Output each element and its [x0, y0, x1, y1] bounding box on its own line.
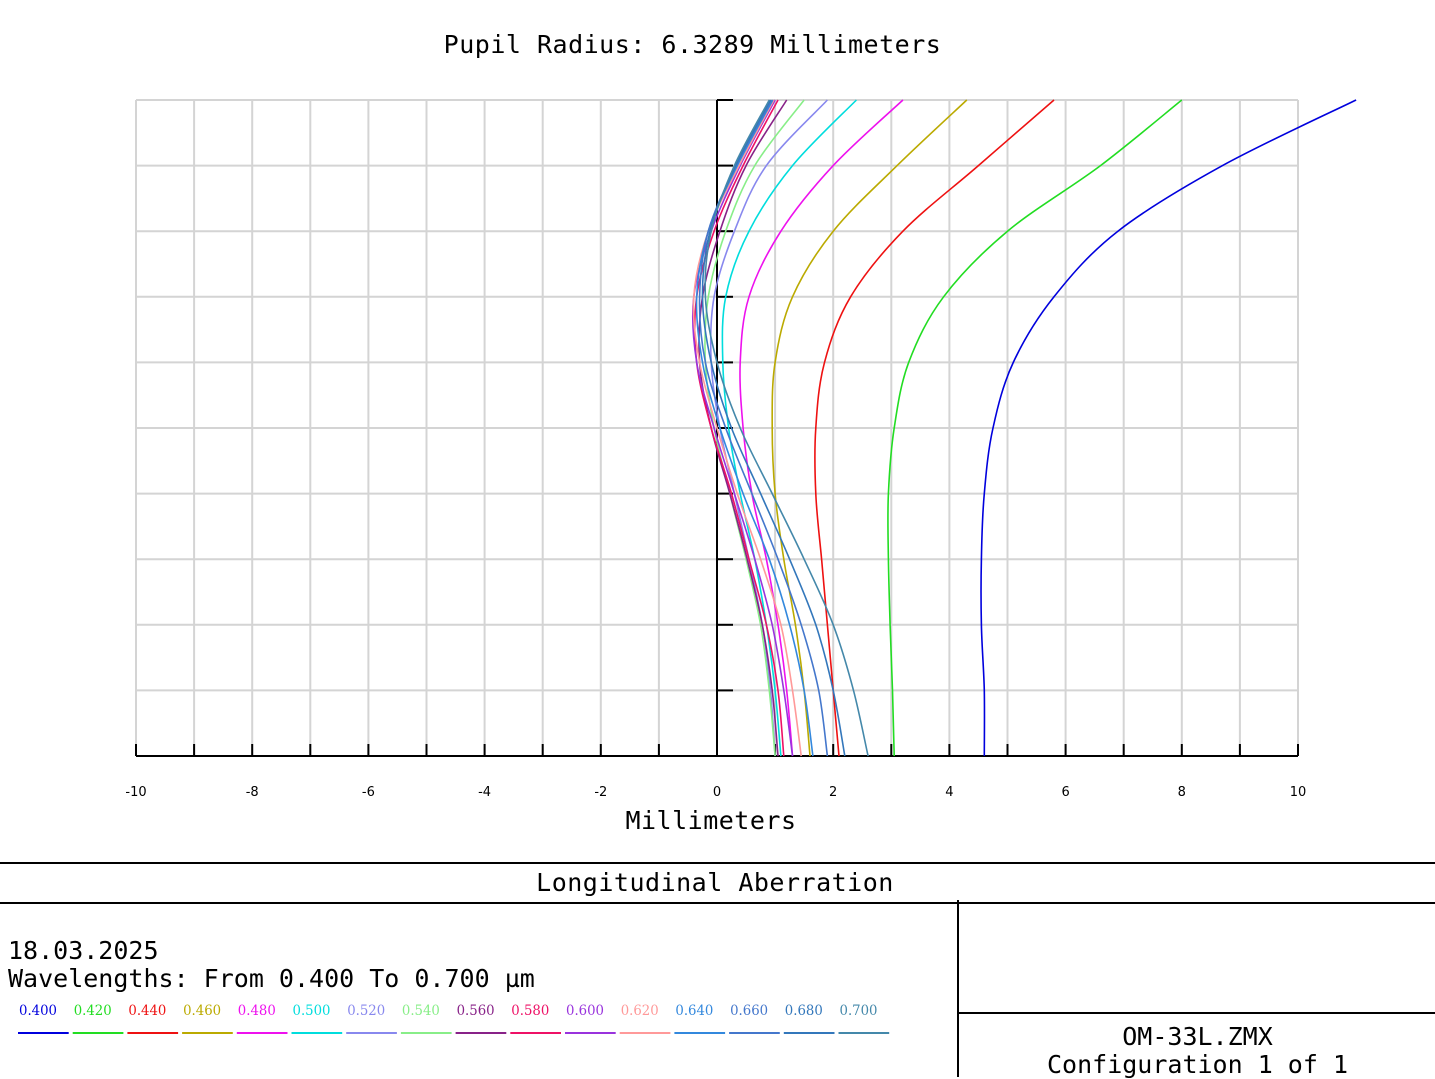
x-tick-label: -6 [362, 785, 375, 800]
x-tick-label: -4 [478, 785, 491, 800]
legend: 0.400 0.420 0.440 0.460 0.480 0.500 0.520 0.540… [18, 1003, 890, 1034]
x-tick-label: 8 [1178, 785, 1186, 800]
series-line-0.460 [771, 99, 968, 757]
series-line-0.420 [887, 99, 1183, 757]
legend-label: 0.680 [785, 1003, 823, 1019]
x-tick-label: -8 [246, 785, 259, 800]
legend-label: 0.560 [457, 1003, 495, 1019]
legend-label: 0.700 [840, 1003, 878, 1019]
x-tick-label: -10 [125, 785, 146, 800]
series-line-0.500 [721, 99, 857, 757]
x-tick-label: -2 [594, 785, 607, 800]
x-tick-label: 2 [829, 785, 837, 800]
x-tick-label: 6 [1061, 785, 1069, 800]
series-line-0.600 [691, 99, 794, 757]
series-layer [691, 99, 1357, 757]
legend-label: 0.620 [621, 1003, 659, 1019]
legend-label: 0.400 [19, 1003, 57, 1019]
legend-label: 0.460 [183, 1003, 221, 1019]
panel-divider-horizontal [957, 1012, 1435, 1014]
series-line-0.400 [980, 99, 1357, 757]
panel-divider-vertical [957, 900, 959, 1077]
x-tick-label: 10 [1290, 785, 1307, 800]
legend-label: 0.580 [511, 1003, 549, 1019]
series-line-0.480 [739, 99, 904, 757]
legend-label: 0.420 [74, 1003, 112, 1019]
legend-label: 0.520 [347, 1003, 385, 1019]
x-tick-label: 4 [945, 785, 953, 800]
legend-label: 0.660 [730, 1003, 768, 1019]
legend-label: 0.500 [293, 1003, 331, 1019]
wavelength-range: Wavelengths: From 0.400 To 0.700 µm [8, 964, 535, 993]
chart-title: Pupil Radius: 6.3289 Millimeters [443, 30, 942, 59]
file-name: OM-33L.ZMX [1122, 1022, 1273, 1051]
series-line-0.660 [698, 99, 829, 757]
series-line-0.700 [704, 99, 869, 757]
series-line-0.440 [814, 99, 1055, 757]
report-date: 18.03.2025 [8, 936, 159, 965]
legend-label: 0.440 [128, 1003, 166, 1019]
x-axis-label: Millimeters [625, 806, 797, 835]
panel-title: Longitudinal Aberration [536, 868, 894, 897]
legend-label: 0.480 [238, 1003, 276, 1019]
series-line-0.580 [693, 99, 785, 757]
legend-label: 0.640 [675, 1003, 713, 1019]
legend-label: 0.600 [566, 1003, 604, 1019]
configuration-label: Configuration 1 of 1 [1046, 1050, 1349, 1079]
x-tick-labels: -10 -8 -6 -4 -2 0 2 4 6 8 10 [125, 785, 1306, 800]
legend-label: 0.540 [402, 1003, 440, 1019]
x-tick-label: 0 [713, 785, 721, 800]
title-panel [0, 862, 1435, 904]
